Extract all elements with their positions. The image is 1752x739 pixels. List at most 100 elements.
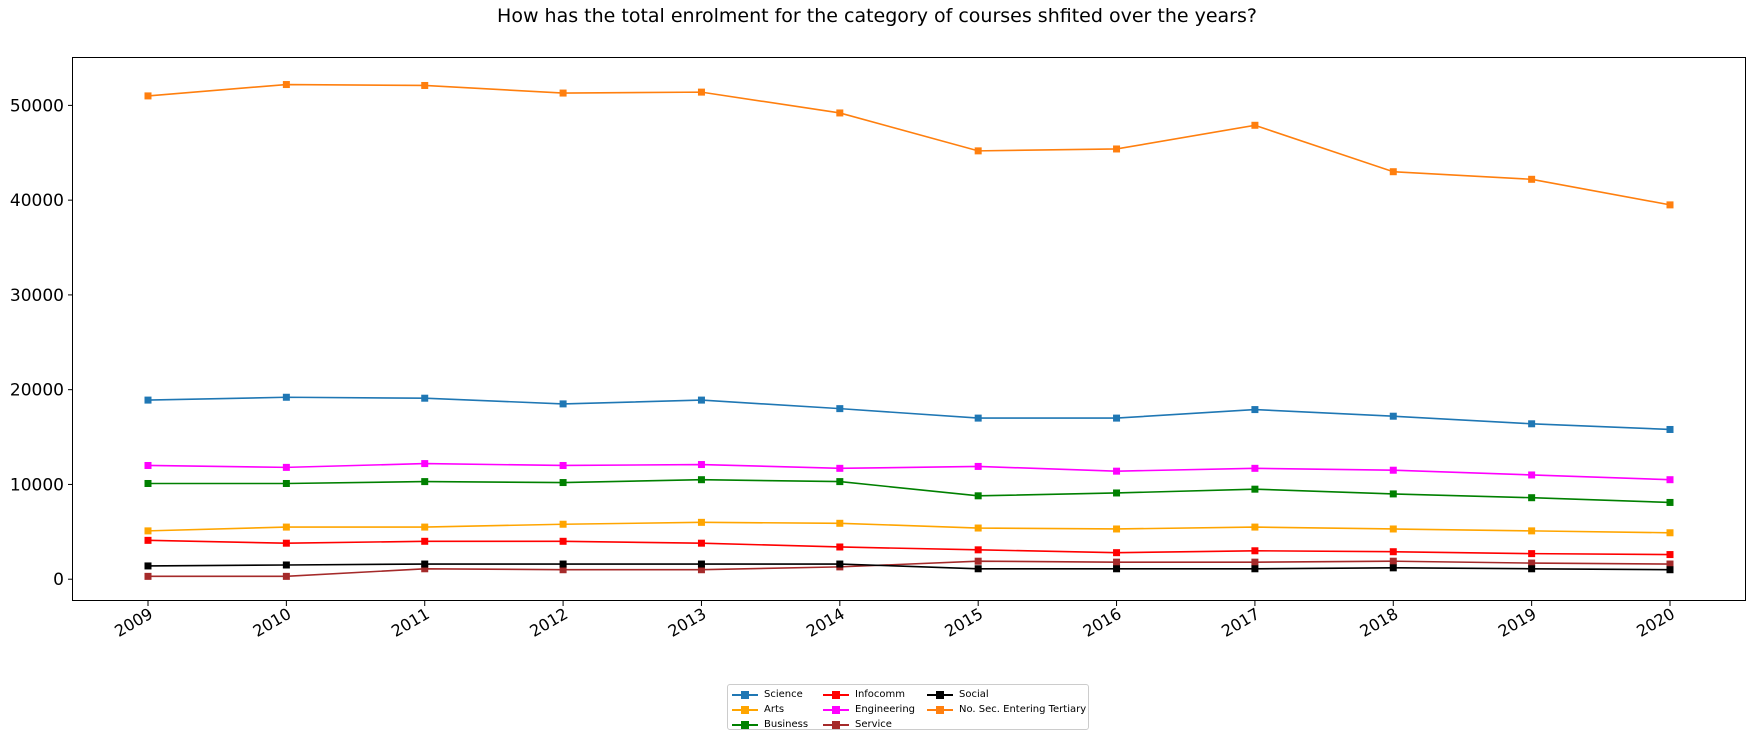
data-point	[1528, 494, 1536, 502]
data-point	[421, 394, 429, 402]
data-point	[836, 464, 844, 472]
data-point	[282, 523, 290, 531]
legend-swatch	[927, 690, 953, 700]
legend-item: Engineering	[823, 702, 915, 717]
x-tick-label: 2018	[1357, 604, 1402, 641]
series-line	[148, 560, 1671, 578]
legend-item: Infocomm	[823, 687, 915, 702]
data-point	[1113, 549, 1121, 557]
series-science	[144, 393, 1674, 433]
data-point	[421, 478, 429, 486]
x-tick-label: 2020	[1633, 604, 1678, 641]
data-point	[974, 492, 982, 500]
data-point	[1251, 523, 1259, 531]
data-point	[1113, 558, 1121, 566]
data-point	[1251, 547, 1259, 555]
data-point	[282, 572, 290, 580]
data-point	[282, 463, 290, 471]
legend-item: Service	[823, 717, 915, 732]
legend-column: Social No. Sec. Entering Tertiary	[927, 687, 1086, 717]
data-point	[559, 520, 567, 528]
data-point	[1113, 489, 1121, 497]
data-point	[697, 566, 705, 574]
legend-swatch	[732, 705, 758, 715]
data-point	[1251, 558, 1259, 566]
data-point	[282, 539, 290, 547]
series-infocomm	[144, 536, 1674, 559]
data-point	[144, 461, 152, 469]
data-point	[144, 396, 152, 404]
series-business	[144, 476, 1674, 506]
y-tick-label: 0	[53, 570, 64, 590]
legend-item: Arts	[732, 702, 808, 717]
legend-item: No. Sec. Entering Tertiary	[927, 702, 1086, 717]
y-axis: 0 10000 20000 30000 40000 50000	[10, 96, 73, 590]
x-tick-label: 2017	[1218, 604, 1263, 641]
x-tick-label: 2012	[526, 604, 571, 641]
data-point	[1389, 525, 1397, 533]
x-tick-label: 2016	[1080, 604, 1125, 641]
data-point	[282, 393, 290, 401]
data-point	[1251, 406, 1259, 414]
data-point	[697, 560, 705, 568]
data-point	[559, 400, 567, 408]
legend-label: Business	[764, 719, 809, 730]
x-tick-label: 2011	[388, 604, 433, 641]
data-point	[559, 566, 567, 574]
legend-label: Engineering	[855, 704, 915, 715]
data-point	[1528, 527, 1536, 535]
x-tick-label: 2013	[665, 604, 710, 641]
legend-column: Infocomm Engineering Service	[823, 687, 915, 732]
data-point	[697, 476, 705, 484]
data-point	[697, 396, 705, 404]
series-line	[147, 462, 1671, 481]
data-point	[974, 414, 982, 422]
data-point	[974, 462, 982, 470]
data-point	[282, 81, 290, 89]
data-point	[1113, 145, 1121, 153]
data-point	[1528, 175, 1536, 183]
series-line	[147, 521, 1671, 534]
series-no-sec-entering-tertiary	[144, 81, 1674, 209]
data-point	[836, 478, 844, 486]
data-point	[974, 546, 982, 554]
series-arts	[144, 518, 1674, 537]
data-point	[1528, 550, 1536, 558]
data-point	[421, 523, 429, 531]
y-tick-label: 50000	[10, 96, 64, 116]
x-axis: 2009 2010 2011 2012 2013 2014 2015 2016 2017 2018…	[111, 601, 1678, 641]
legend: Science Arts Business Infocomm Engineering S…	[727, 684, 1089, 730]
data-point	[559, 537, 567, 545]
legend-swatch	[732, 720, 758, 730]
data-point	[144, 479, 152, 487]
data-point	[836, 543, 844, 551]
data-point	[421, 81, 429, 89]
data-point	[421, 565, 429, 573]
data-point	[1666, 551, 1674, 559]
y-tick-label: 20000	[10, 381, 64, 401]
series-lines	[144, 81, 1674, 580]
data-point	[836, 560, 844, 568]
data-point	[1251, 565, 1259, 573]
data-point	[1666, 529, 1674, 537]
data-point	[836, 519, 844, 527]
chart-title: How has the total enrolment for the cate…	[497, 5, 1257, 27]
data-point	[1389, 412, 1397, 420]
data-point	[144, 527, 152, 535]
data-point	[697, 88, 705, 96]
data-point	[1666, 566, 1674, 574]
legend-label: Infocomm	[855, 689, 906, 700]
data-point	[1666, 425, 1674, 433]
legend-swatch	[927, 705, 953, 715]
legend-swatch	[823, 690, 849, 700]
data-point	[1113, 525, 1121, 533]
data-point	[1666, 498, 1674, 506]
x-tick-label: 2010	[250, 604, 295, 641]
data-point	[282, 561, 290, 569]
series-service	[144, 557, 1674, 580]
legend-item: Science	[732, 687, 808, 702]
legend-label: Service	[855, 719, 892, 730]
series-line	[147, 83, 1671, 206]
y-tick-label: 30000	[10, 286, 64, 306]
data-point	[1666, 201, 1674, 209]
